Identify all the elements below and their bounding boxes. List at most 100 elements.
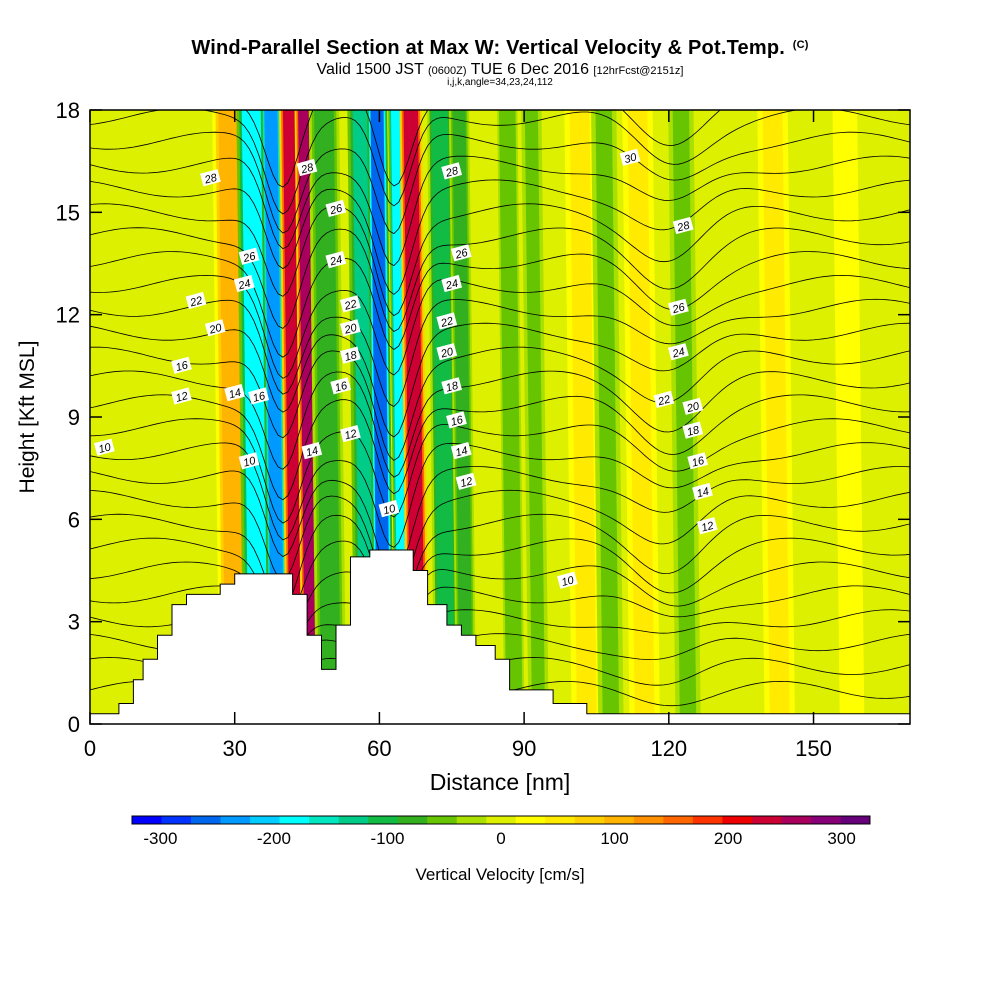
theta-contour [90,466,910,580]
y-axis: 0 3 6 9 12 15 18 [56,98,910,737]
colorbar-swatch [781,816,812,824]
colorbar-swatch [545,816,576,824]
contour-label-bg [446,411,467,429]
contour-label-bg [325,251,347,269]
colorbar-swatch [810,816,841,824]
contour-label-text: 24 [328,254,344,269]
contour-label-text: 30 [623,151,639,166]
contour-label: 20 [339,319,361,337]
contour-label-bg [339,295,361,313]
contour-label-text: 22 [656,393,672,408]
contour-label: 10 [238,452,260,470]
theta-contour [90,298,910,407]
contour-label: 26 [325,199,347,218]
colorbar-swatch [220,816,251,824]
contour-label-text: 26 [241,250,258,265]
chart-title: Wind-Parallel Section at Max W: Vertical… [0,37,1000,60]
w-band [762,110,790,724]
contour-label: 10 [556,571,578,589]
contour-label: 20 [204,319,226,337]
contour-label-bg [339,425,361,443]
contour-label: 30 [619,148,641,166]
contour-label-text: 12 [700,520,715,535]
contour-label: 12 [455,472,477,490]
contour-label-text: 14 [305,445,320,460]
contour-label: 28 [296,158,318,177]
theta-contour [90,418,910,524]
contour-label-bg [339,346,361,364]
contour-label-bg [696,517,718,535]
x-tick-label: 90 [512,736,536,761]
colorbar-swatch [191,816,221,824]
contour-label-text: 26 [670,301,687,316]
y-tick-label: 6 [68,507,80,532]
contour-label-bg [455,472,477,490]
contour-label-text: 24 [670,346,686,361]
contour-label: 28 [200,169,221,187]
contour-label-text: 10 [97,441,113,456]
contour-label-text: 28 [444,165,461,180]
contour-label-text: 16 [449,414,465,429]
contour-label-text: 22 [188,295,204,310]
chart-indices: i,j,k,angle=34,23,24,112 [447,77,553,88]
theta-contour [90,251,910,358]
contour-label-bg [450,244,472,262]
contour-label-bg [204,319,226,337]
contour-label-text: 16 [691,455,707,470]
contour-label-bg [339,319,361,337]
contour-label: 16 [687,452,709,470]
colorbar-swatch [309,816,340,824]
contour-label-bg [441,162,463,180]
copyright-mark: (C) [792,39,809,51]
contour-label-bg [450,442,472,460]
contour-label-bg [301,442,323,460]
contour-label-bg [238,247,260,265]
contour-label: 14 [450,442,472,460]
colorbar-swatch [427,816,458,824]
theta-contour [90,394,910,501]
contour-label: 16 [171,356,192,374]
contour-label: 26 [667,298,689,316]
contour-label: 14 [301,442,323,460]
terrain-mask [89,549,911,725]
contour-label-text: 16 [252,390,268,405]
contour-label-bg [667,343,689,361]
valid-zulu: (0600Z) [428,65,467,77]
contour-label: 20 [436,343,458,361]
theta-contour [90,322,910,438]
contour-label: 16 [248,387,270,405]
contour-label-bg [436,312,458,330]
contour-label-bg [171,356,192,374]
contour-label: 24 [325,251,347,269]
contour-label-bg [672,216,694,235]
contour-label-bg [296,158,318,177]
x-tick-label: 0 [84,736,96,761]
contour-label-text: 10 [560,574,576,589]
contour-label: 14 [224,384,245,402]
contour-label-bg [441,274,463,293]
contour-label-text: 10 [242,455,258,470]
theta-contours [90,110,910,711]
theta-contour [90,537,910,631]
valid-time: Valid 1500 JST [316,61,424,78]
colorbar-label: Vertical Velocity [cm/s] [415,865,584,884]
contour-label: 12 [171,387,192,405]
theta-contour [90,131,910,235]
colorbar-tick-label: 200 [714,829,742,848]
contour-label-text: 16 [174,359,190,374]
colorbar-swatch [250,816,280,824]
contour-label-bg [224,384,245,402]
contour-label: 16 [330,377,352,395]
contour-label: 22 [185,291,207,310]
colorbar: -300 -200 -100 0 100 200 300 [131,815,871,848]
y-tick-label: 15 [56,200,80,225]
colorbar-swatch [840,816,871,824]
x-tick-label: 120 [650,736,687,761]
colorbar-swatch [368,816,399,824]
colorbar-tick-label: 100 [600,829,628,848]
y-tick-label: 9 [68,405,80,430]
contour-label-text: 22 [342,298,358,313]
theta-contour [90,179,910,295]
contour-label-bg [667,298,689,316]
